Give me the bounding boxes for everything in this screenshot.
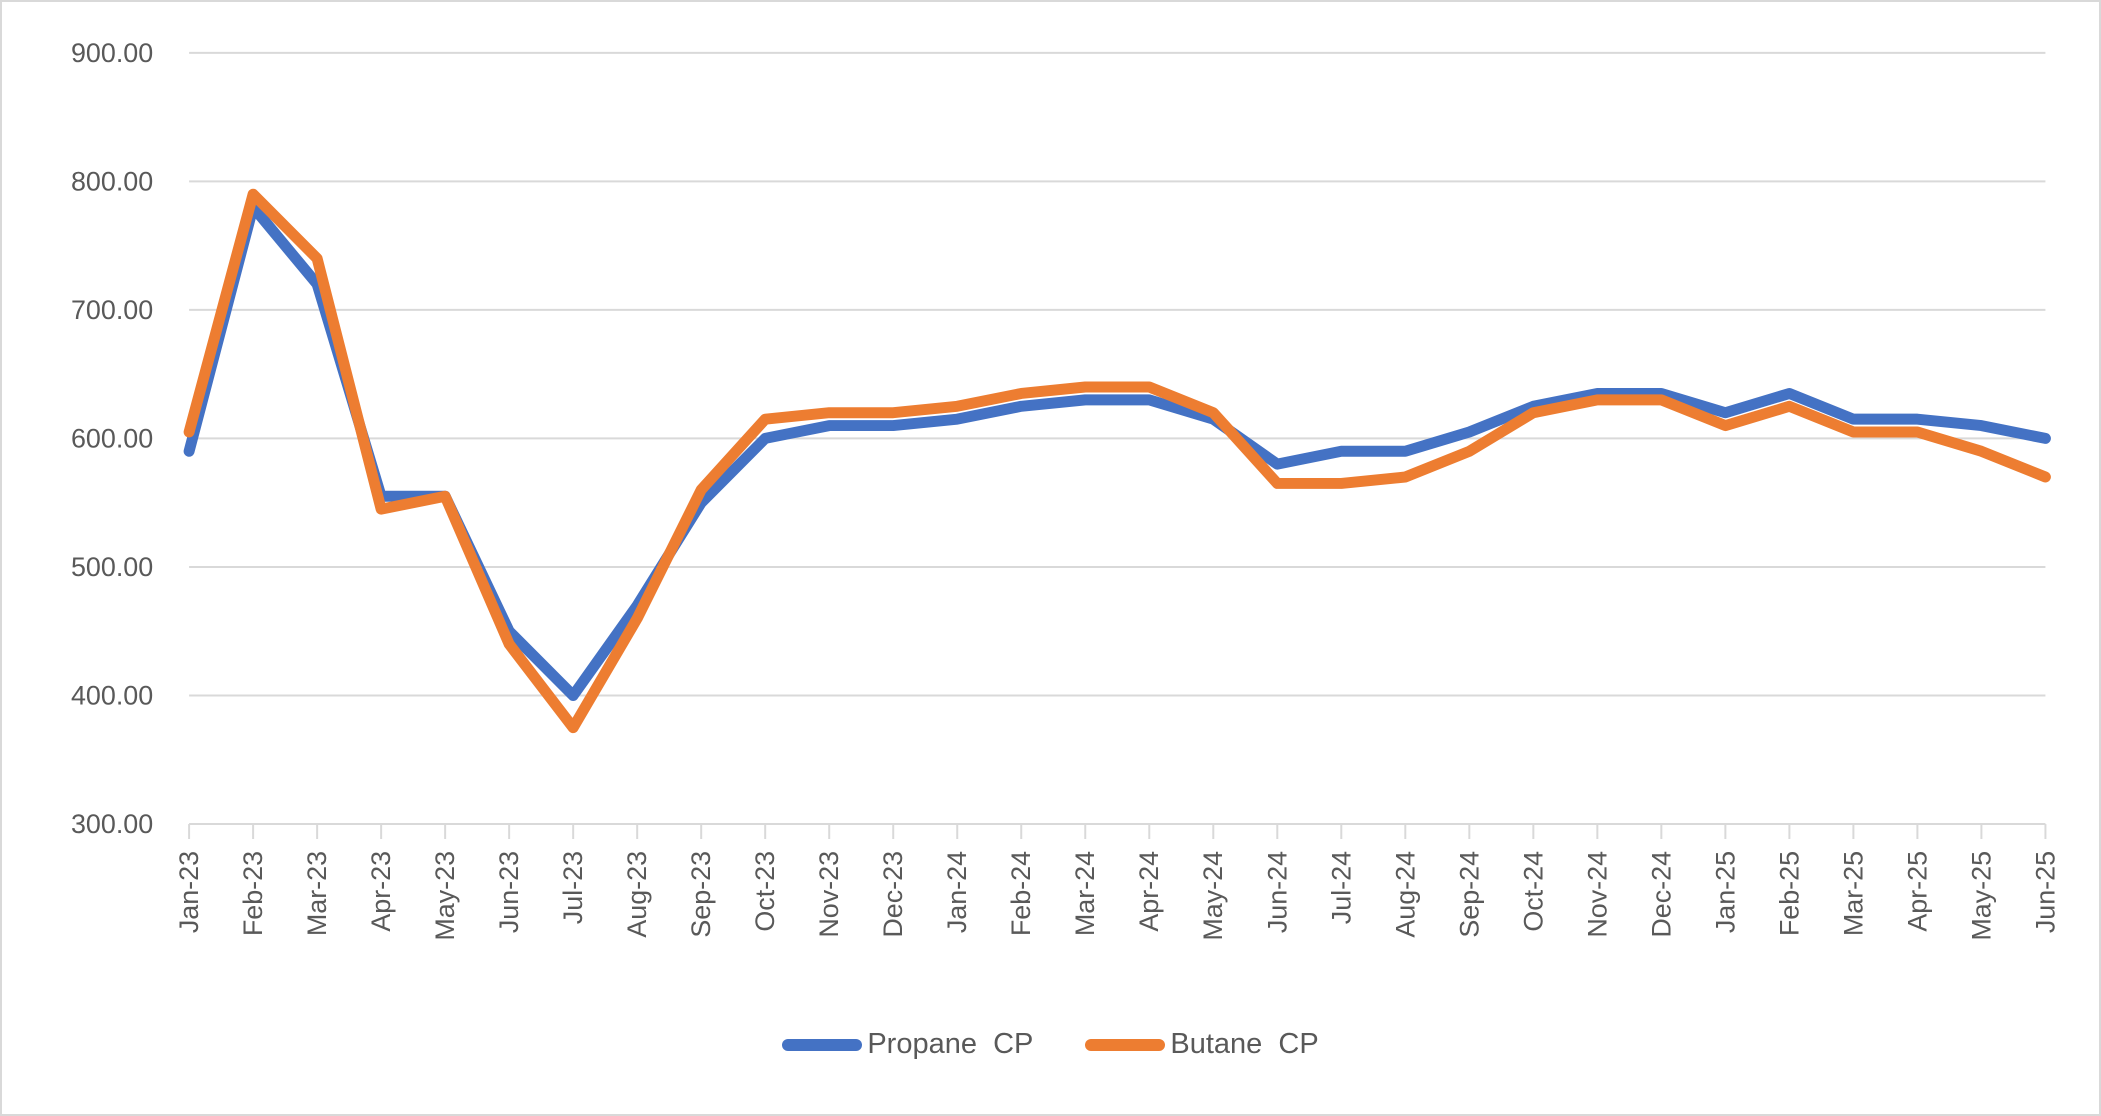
x-axis-label: Jun-25	[2030, 851, 2060, 933]
x-axis-label: May-23	[430, 851, 460, 941]
y-axis-label: 700.00	[71, 295, 153, 325]
x-axis-label: Nov-23	[814, 851, 844, 938]
x-axis-label: Feb-23	[238, 851, 268, 936]
legend-label-propane: Propane CP	[867, 1028, 1034, 1060]
x-axis-label: Mar-24	[1070, 851, 1100, 936]
x-axis-label: Feb-25	[1774, 851, 1804, 936]
x-axis-label: Jul-24	[1326, 851, 1356, 924]
butane-cp-line[interactable]	[183, 188, 2051, 734]
legend-label-butane: Butane CP	[1170, 1028, 1319, 1060]
chart-legend: Propane CP Butane CP	[2, 1030, 2099, 1059]
x-axis-label: Sep-24	[1454, 851, 1484, 938]
x-axis-label: Oct-24	[1518, 851, 1548, 932]
propane-line-swatch	[782, 1038, 863, 1051]
x-axis-label: Jan-23	[174, 851, 204, 933]
y-axis-label: 300.00	[71, 809, 153, 839]
x-axis-label: Apr-23	[366, 851, 396, 932]
y-axis-label: 800.00	[71, 166, 153, 196]
y-axis-label: 500.00	[71, 552, 153, 582]
legend-item-butane[interactable]: Butane CP	[1085, 1028, 1319, 1060]
x-axis-label: Jun-24	[1262, 851, 1292, 933]
x-axis-label: Mar-23	[302, 851, 332, 936]
x-axis-label: Feb-24	[1006, 851, 1036, 936]
x-axis-label: Jan-25	[1710, 851, 1740, 933]
x-axis-label: Dec-23	[878, 851, 908, 938]
x-axis-label: Sep-23	[686, 851, 716, 938]
y-axis-label: 900.00	[71, 38, 153, 68]
x-axis-label: Mar-25	[1838, 851, 1868, 936]
x-axis-label: May-25	[1966, 851, 1996, 941]
x-axis-label: Oct-23	[750, 851, 780, 932]
propane-cp-line[interactable]	[183, 201, 2051, 701]
x-axis-label: Jul-23	[558, 851, 588, 924]
x-axis-label: Jan-24	[942, 851, 972, 933]
x-axis-label: Jun-23	[494, 851, 524, 933]
x-axis-label: Aug-24	[1390, 851, 1420, 938]
x-axis-label: Aug-23	[622, 851, 652, 938]
x-axis-label: Apr-25	[1902, 851, 1932, 932]
x-axis-label: Apr-24	[1134, 851, 1164, 932]
butane-line-swatch	[1085, 1038, 1166, 1051]
y-axis-label: 600.00	[71, 423, 153, 453]
legend-item-propane[interactable]: Propane CP	[782, 1030, 1033, 1059]
x-axis-label: Nov-24	[1582, 851, 1612, 938]
x-axis-label: May-24	[1198, 851, 1228, 941]
x-axis-label: Dec-24	[1646, 851, 1676, 938]
y-axis-label: 400.00	[71, 680, 153, 710]
